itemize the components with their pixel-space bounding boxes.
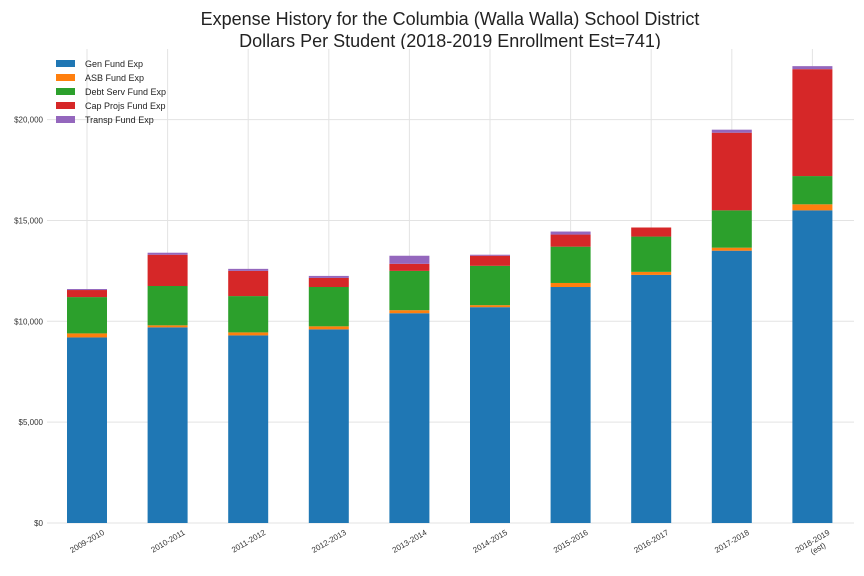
x-tick-text: 2009-2010 [68,528,106,555]
legend-swatch [56,60,75,67]
bar-segment-cap-projs-fund-exp [712,133,752,211]
legend-label: Transp Fund Exp [85,115,154,125]
bar-segment-cap-projs-fund-exp [309,278,349,287]
bar-segment-cap-projs-fund-exp [389,264,429,271]
x-tick-line: 2016-2017 [633,528,671,555]
bar-segment-gen-fund-exp [712,251,752,523]
bar-segment-gen-fund-exp [551,287,591,523]
x-tick-label: 2011-2012 [230,528,268,555]
bar-segment-cap-projs-fund-exp [792,69,832,176]
x-tick-text: 2015-2016 [552,528,590,555]
bar-segment-gen-fund-exp [389,313,429,523]
bar-segment-cap-projs-fund-exp [551,235,591,247]
x-tick-line: 2010-2011 [149,528,187,555]
bar-segment-debt-serv-fund-exp [228,296,268,332]
bar-segment-transp-fund-exp [67,289,107,290]
bar-segment-debt-serv-fund-exp [712,210,752,247]
bar-segment-asb-fund-exp [228,332,268,335]
legend-swatch [56,88,75,95]
bar-segment-asb-fund-exp [631,272,671,275]
x-tick-text: 2010-2011 [149,528,187,555]
bar-segment-asb-fund-exp [712,248,752,251]
legend-label: ASB Fund Exp [85,73,144,83]
bar-segment-asb-fund-exp [389,310,429,313]
x-tick-label: 2016-2017 [633,528,671,555]
bar-segment-transp-fund-exp [309,276,349,278]
x-tick-text: 2017-2018 [713,528,751,555]
bar-segment-transp-fund-exp [228,269,268,271]
chart-subtitle-line: Dollars Per Student (2018-2019 Enrollmen… [239,31,661,51]
bar-segment-gen-fund-exp [470,307,510,523]
y-tick-label: $20,000 [14,116,43,125]
bar-segment-cap-projs-fund-exp [631,228,671,237]
x-tick-label: 2012-2013 [310,528,348,555]
y-axis-ticks: $0 $5,000 $10,000 $15,000 $20,000 [14,116,43,528]
x-tick-text: 2014-2015 [471,528,509,555]
y-tick-label: $10,000 [14,317,43,326]
bar-segment-transp-fund-exp [792,66,832,69]
bar-segment-asb-fund-exp [470,305,510,307]
x-tick-text: 2016-2017 [633,528,671,555]
x-tick-label: 2018-2019(est) [794,528,837,563]
x-tick-line: 2013-2014 [391,528,429,555]
bar-segment-debt-serv-fund-exp [792,176,832,204]
x-tick-label: 2010-2011 [149,528,187,555]
bar-segment-debt-serv-fund-exp [631,237,671,272]
bar-segment-asb-fund-exp [551,283,591,287]
bar-segment-debt-serv-fund-exp [551,247,591,283]
x-tick-label: 2013-2014 [391,528,429,555]
bar-segment-cap-projs-fund-exp [148,255,188,286]
x-tick-line: 2014-2015 [471,528,509,555]
bar-segment-debt-serv-fund-exp [309,287,349,326]
bar-segment-debt-serv-fund-exp [148,286,188,325]
legend-swatch [56,116,75,123]
x-tick-label: 2015-2016 [552,528,590,555]
legend-label: Cap Projs Fund Exp [85,101,166,111]
x-tick-text: 2012-2013 [310,528,348,555]
bar-segment-gen-fund-exp [148,327,188,523]
bar-segment-gen-fund-exp [631,275,671,523]
x-tick-line: 2017-2018 [713,528,751,555]
bar-segment-transp-fund-exp [551,232,591,235]
x-axis-ticks: 2009-2010 2010-2011 2011-2012 2012-2013 2013… [68,528,836,563]
legend-label: Gen Fund Exp [85,59,143,69]
x-tick-text: 2013-2014 [391,528,429,555]
y-tick-label: $0 [34,519,43,528]
bar-segment-transp-fund-exp [148,253,188,255]
bar-segment-gen-fund-exp [309,329,349,523]
bar-segment-debt-serv-fund-exp [389,271,429,310]
bar-segment-debt-serv-fund-exp [67,297,107,333]
y-tick-label: $5,000 [19,418,44,427]
bar-segment-asb-fund-exp [309,326,349,329]
x-tick-text: 2011-2012 [230,528,268,555]
x-tick-line: 2009-2010 [68,528,106,555]
bar-segment-transp-fund-exp [470,255,510,256]
x-tick-line: 2011-2012 [230,528,268,555]
bar-segment-cap-projs-fund-exp [470,256,510,266]
bar-segment-gen-fund-exp [67,337,107,523]
bar-segment-asb-fund-exp [148,325,188,327]
bar-segment-cap-projs-fund-exp [228,271,268,296]
x-tick-line: 2015-2016 [552,528,590,555]
chart-title-line: Expense History for the Columbia (Walla … [201,9,700,29]
bar-segment-gen-fund-exp [792,210,832,523]
x-tick-text: 2018-2019(est) [794,528,837,563]
legend-swatch [56,74,75,81]
bar-segment-gen-fund-exp [228,335,268,523]
legend-label: Debt Serv Fund Exp [85,87,166,97]
x-tick-label: 2009-2010 [68,528,106,555]
bar-segment-asb-fund-exp [67,333,107,337]
bar-segment-debt-serv-fund-exp [470,266,510,305]
chart-title: Expense History for the Columbia (Walla … [201,9,700,51]
bar-segment-transp-fund-exp [389,256,429,264]
bar-segment-transp-fund-exp [712,130,752,133]
x-tick-line: 2012-2013 [310,528,348,555]
x-tick-label: 2017-2018 [713,528,751,555]
bar-segment-asb-fund-exp [792,204,832,210]
x-tick-label: 2014-2015 [471,528,509,555]
y-tick-label: $15,000 [14,216,43,225]
legend-swatch [56,102,75,109]
bar-segment-cap-projs-fund-exp [67,290,107,297]
